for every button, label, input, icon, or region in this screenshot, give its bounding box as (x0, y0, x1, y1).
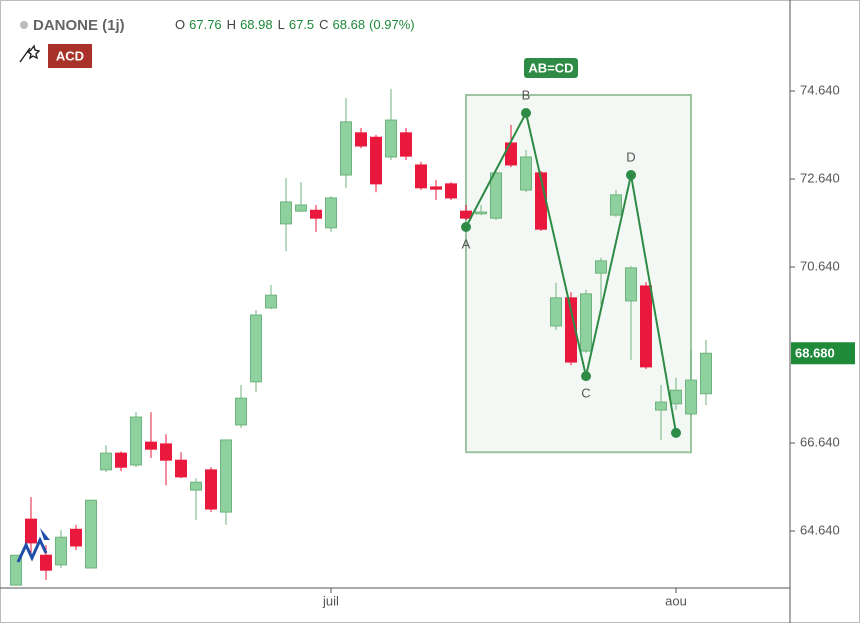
pattern-point-label: A (462, 236, 471, 251)
candle-body (700, 352, 712, 395)
candle-body (655, 401, 667, 411)
pattern-point-label: B (522, 87, 531, 102)
status-dot (20, 21, 28, 29)
pattern-point (626, 170, 636, 181)
candle-body (100, 452, 112, 471)
candle-body (625, 267, 637, 302)
candle-body (370, 136, 382, 185)
candle-body (70, 528, 82, 547)
pattern-point (671, 427, 681, 438)
candle-body (130, 416, 142, 466)
badge-bg (48, 44, 92, 68)
ohlc-letter: O (175, 17, 185, 32)
candle-body (685, 379, 697, 415)
pattern-point-label: D (626, 149, 635, 164)
candle-body (445, 183, 457, 199)
candle-body (385, 119, 397, 158)
candle-body (490, 172, 502, 219)
last-price-label: 68.680 (795, 346, 835, 361)
x-tick-label: aou (665, 593, 687, 608)
y-tick-label: 74.640 (800, 82, 840, 97)
y-tick-label: 70.640 (800, 258, 840, 273)
ohlc-header: O 67.76 H 68.98 L 67.5 C 68.68 (0.97%) (175, 17, 415, 32)
candle-body (205, 469, 217, 510)
pattern-label-bg (524, 57, 578, 78)
candle-body (220, 439, 232, 513)
candle-body (355, 132, 367, 147)
ohlc-value: 67.76 (189, 17, 222, 32)
ohlc-value: 68.98 (240, 17, 273, 32)
pattern-point (521, 108, 531, 119)
candle-body (670, 389, 682, 405)
candle-body (640, 285, 652, 368)
ohlc-letter: L (278, 17, 285, 32)
candle-body (460, 210, 472, 219)
candle-body (610, 194, 622, 216)
candle-body (325, 197, 337, 229)
logo-mark (16, 536, 48, 563)
y-tick-label: 64.640 (800, 522, 840, 537)
candle-body (55, 536, 67, 566)
candle-body (160, 443, 172, 461)
candle-body (25, 518, 37, 544)
candle-body (265, 294, 277, 309)
last-price-tag (791, 342, 855, 365)
candle-body (595, 260, 607, 274)
candle-body (430, 186, 442, 190)
pattern-point (581, 371, 591, 382)
badge: ACD (56, 48, 84, 63)
candle-body (520, 156, 532, 191)
logo-arrow (40, 528, 50, 540)
ohlc-letter: C (319, 17, 328, 32)
candle-body (10, 554, 22, 586)
pattern-box (465, 93, 692, 454)
ohlc-letter: H (227, 17, 236, 32)
pattern-point-label: C (581, 386, 590, 401)
chart-title: DANONE (1j) (33, 17, 125, 34)
candle-body (415, 164, 427, 189)
tool-icon (19, 44, 41, 63)
candle-body (250, 314, 262, 383)
candle-body (190, 481, 202, 491)
candle-body (550, 297, 562, 327)
candle-body (580, 293, 592, 352)
candle-body (310, 209, 322, 219)
candle-body (565, 297, 577, 363)
pattern-label: AB=CD (528, 60, 573, 75)
candle-body (505, 142, 517, 166)
candle-body (280, 201, 292, 225)
candle-body (295, 204, 307, 212)
ohlc-change: (0.97%) (369, 17, 415, 32)
candle-body (175, 459, 187, 478)
y-tick-label: 72.640 (800, 170, 840, 185)
candle-body (145, 441, 157, 450)
y-tick-label: 66.640 (800, 434, 840, 449)
candle-body (115, 452, 127, 468)
candle-body (400, 132, 412, 157)
candle-body (475, 211, 487, 215)
candle-body (40, 554, 52, 571)
ohlc-value: 68.68 (333, 17, 366, 32)
ohlc-value: 67.5 (289, 17, 314, 32)
candle-body (235, 397, 247, 426)
logo (16, 528, 50, 563)
x-tick-label: juil (322, 593, 339, 608)
candle-body (85, 499, 97, 569)
pattern-point (461, 221, 471, 232)
candle-body (340, 121, 352, 176)
